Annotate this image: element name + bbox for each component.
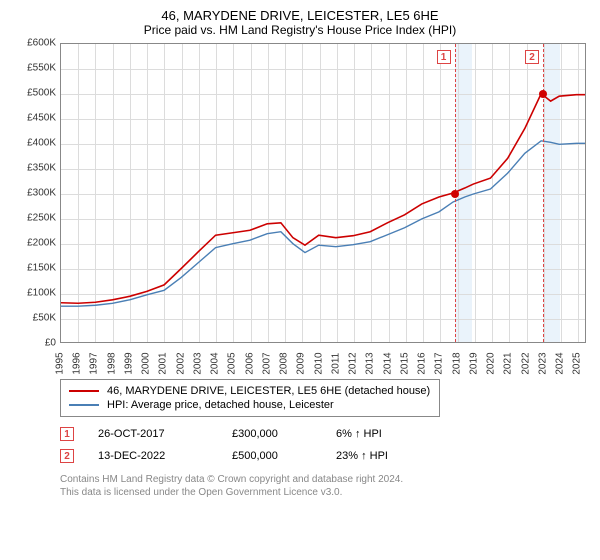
chart-container: 46, MARYDENE DRIVE, LEICESTER, LE5 6HE P… xyxy=(0,0,600,507)
x-axis-label: 2019 xyxy=(468,352,479,374)
x-axis-label: 2006 xyxy=(244,352,255,374)
x-axis-label: 1998 xyxy=(106,352,117,374)
chart-area: 12 £0£50K£100K£150K£200K£250K£300K£350K£… xyxy=(14,43,586,373)
y-axis-label: £150K xyxy=(14,263,56,274)
x-axis-label: 2025 xyxy=(572,352,583,374)
x-axis-label: 2016 xyxy=(417,352,428,374)
legend-swatch xyxy=(69,390,99,392)
x-axis-label: 2004 xyxy=(210,352,221,374)
line-series-svg xyxy=(61,44,585,342)
x-axis-label: 2014 xyxy=(382,352,393,374)
x-axis-label: 2022 xyxy=(520,352,531,374)
sale-point xyxy=(451,190,459,198)
plot-region: 12 xyxy=(60,43,586,343)
license-text: Contains HM Land Registry data © Crown c… xyxy=(60,473,586,499)
page-subtitle: Price paid vs. HM Land Registry's House … xyxy=(14,23,586,37)
page-title: 46, MARYDENE DRIVE, LEICESTER, LE5 6HE xyxy=(14,8,586,23)
y-axis-label: £400K xyxy=(14,138,56,149)
sale-point xyxy=(539,90,547,98)
event-price: £500,000 xyxy=(232,450,312,462)
event-marker-box: 1 xyxy=(437,50,451,64)
x-axis-label: 1997 xyxy=(89,352,100,374)
x-axis-label: 2023 xyxy=(537,352,548,374)
y-axis-label: £600K xyxy=(14,38,56,49)
event-hpi-delta: 6% ↑ HPI xyxy=(336,428,426,440)
x-axis-label: 2018 xyxy=(451,352,462,374)
event-marker-box: 2 xyxy=(525,50,539,64)
x-axis-label: 2020 xyxy=(486,352,497,374)
x-axis-label: 2007 xyxy=(261,352,272,374)
x-axis-label: 2011 xyxy=(330,353,341,375)
legend-swatch xyxy=(69,404,99,406)
event-row: 2 13-DEC-2022 £500,000 23% ↑ HPI xyxy=(60,445,586,467)
license-line: Contains HM Land Registry data © Crown c… xyxy=(60,473,586,486)
event-vline xyxy=(543,44,544,342)
x-axis-label: 1999 xyxy=(123,352,134,374)
x-axis-label: 2002 xyxy=(175,352,186,374)
x-axis-label: 2017 xyxy=(434,352,445,374)
event-price: £300,000 xyxy=(232,428,312,440)
x-axis-label: 2003 xyxy=(192,352,203,374)
legend-item: HPI: Average price, detached house, Leic… xyxy=(69,398,431,412)
y-axis-label: £0 xyxy=(14,338,56,349)
y-axis-label: £500K xyxy=(14,88,56,99)
x-axis-label: 1995 xyxy=(55,352,66,374)
y-axis-label: £350K xyxy=(14,163,56,174)
x-axis-label: 2008 xyxy=(279,352,290,374)
legend-label: 46, MARYDENE DRIVE, LEICESTER, LE5 6HE (… xyxy=(107,385,430,397)
event-marker-1: 1 xyxy=(60,427,74,441)
legend-item: 46, MARYDENE DRIVE, LEICESTER, LE5 6HE (… xyxy=(69,384,431,398)
x-axis-label: 2024 xyxy=(555,352,566,374)
x-axis-label: 2005 xyxy=(227,352,238,374)
x-axis-label: 2013 xyxy=(365,352,376,374)
y-axis-label: £450K xyxy=(14,113,56,124)
legend-label: HPI: Average price, detached house, Leic… xyxy=(107,399,334,411)
license-line: This data is licensed under the Open Gov… xyxy=(60,486,586,499)
event-date: 13-DEC-2022 xyxy=(98,450,208,462)
x-axis-label: 2009 xyxy=(296,352,307,374)
sale-events: 1 26-OCT-2017 £300,000 6% ↑ HPI 2 13-DEC… xyxy=(60,423,586,467)
x-axis-label: 2012 xyxy=(348,352,359,374)
series-price_paid xyxy=(61,94,585,304)
x-axis-label: 2015 xyxy=(399,352,410,374)
event-hpi-delta: 23% ↑ HPI xyxy=(336,450,426,462)
event-marker-2: 2 xyxy=(60,449,74,463)
y-axis-label: £550K xyxy=(14,63,56,74)
legend: 46, MARYDENE DRIVE, LEICESTER, LE5 6HE (… xyxy=(60,379,440,417)
event-row: 1 26-OCT-2017 £300,000 6% ↑ HPI xyxy=(60,423,586,445)
x-axis-label: 2021 xyxy=(503,352,514,374)
y-axis-label: £300K xyxy=(14,188,56,199)
x-axis-label: 2001 xyxy=(158,352,169,374)
y-axis-label: £200K xyxy=(14,238,56,249)
y-axis-label: £100K xyxy=(14,288,56,299)
y-axis-label: £50K xyxy=(14,313,56,324)
x-axis-label: 2000 xyxy=(141,352,152,374)
event-date: 26-OCT-2017 xyxy=(98,428,208,440)
series-hpi xyxy=(61,141,585,306)
x-axis-label: 2010 xyxy=(313,352,324,374)
y-axis-label: £250K xyxy=(14,213,56,224)
x-axis-label: 1996 xyxy=(72,352,83,374)
